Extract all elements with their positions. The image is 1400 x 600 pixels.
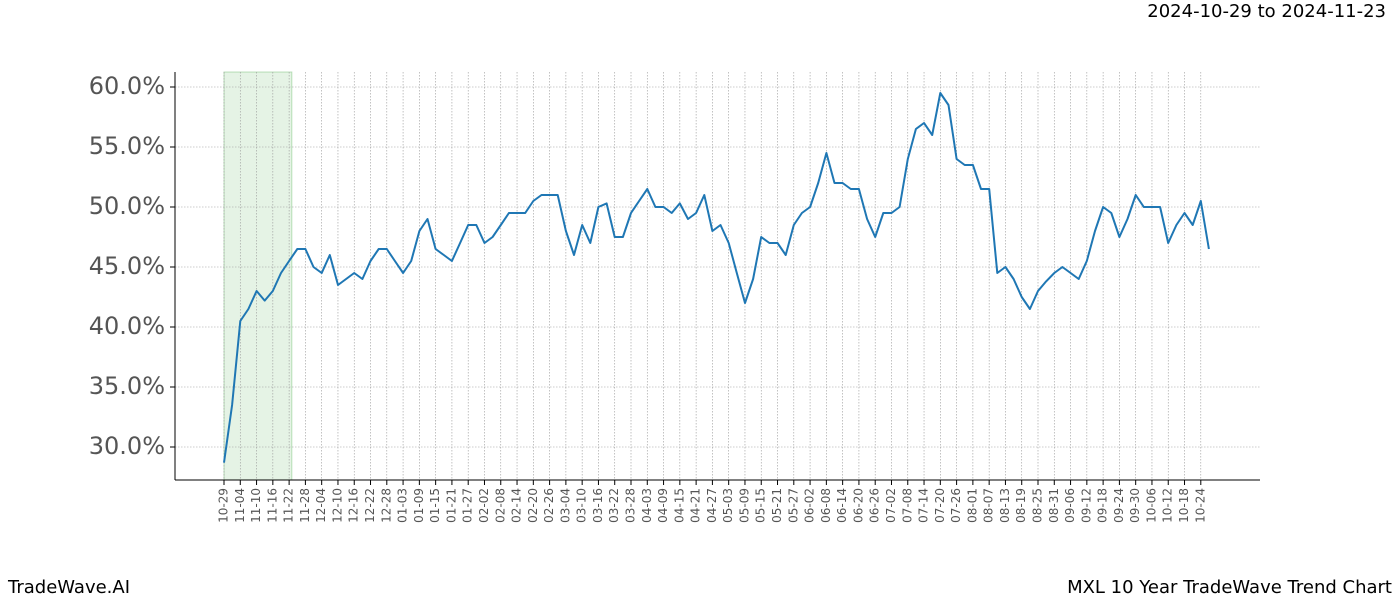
x-tick-label: 09-18 (1096, 488, 1110, 523)
x-tick-label: 06-20 (851, 488, 865, 523)
x-tick-label: 05-03 (721, 488, 735, 523)
y-tick-label: 30.0% (89, 432, 165, 460)
y-tick-label: 55.0% (89, 132, 165, 160)
highlight-span (223, 71, 293, 481)
x-tick-label: 04-21 (689, 488, 703, 523)
x-tick-label: 10-12 (1161, 488, 1175, 523)
x-tick-label: 10-29 (217, 488, 231, 523)
x-tick-label: 08-31 (1047, 488, 1061, 523)
x-tick-label: 02-26 (542, 488, 556, 523)
x-tick-label: 12-04 (314, 488, 328, 523)
x-tick-label: 07-20 (933, 488, 947, 523)
x-tick-label: 02-02 (477, 488, 491, 523)
x-tick-label: 03-10 (575, 488, 589, 523)
x-tick-label: 09-24 (1112, 488, 1126, 523)
footer-right: MXL 10 Year TradeWave Trend Chart (1067, 577, 1392, 598)
x-tick-label: 09-30 (1128, 488, 1142, 523)
x-tick-label: 07-08 (900, 488, 914, 523)
x-tick-label: 01-09 (412, 488, 426, 523)
chart-subtitle: 2024-10-29 to 2024-11-23 (1147, 1, 1386, 22)
x-tick-label: 07-02 (884, 488, 898, 523)
x-tick-label: 11-10 (249, 488, 263, 523)
x-tick-label: 02-08 (493, 488, 507, 523)
y-tick-label: 45.0% (89, 252, 165, 280)
y-tick-label: 60.0% (89, 72, 165, 100)
x-tick-label: 10-18 (1177, 488, 1191, 523)
x-tick-label: 08-07 (982, 488, 996, 523)
x-tick-label: 05-27 (786, 488, 800, 523)
x-tick-label: 09-12 (1079, 488, 1093, 523)
x-tick-label: 03-28 (624, 488, 638, 523)
x-tick-label: 11-28 (298, 488, 312, 523)
footer-left: TradeWave.AI (7, 577, 130, 598)
x-tick-label: 08-25 (1031, 488, 1045, 523)
x-tick-label: 05-09 (737, 488, 751, 523)
x-tick-label: 01-27 (461, 488, 475, 523)
x-tick-label: 08-19 (1014, 488, 1028, 523)
x-tick-label: 07-26 (949, 488, 963, 523)
x-tick-label: 10-06 (1144, 488, 1158, 523)
x-tick-label: 03-16 (591, 488, 605, 523)
x-tick-label: 11-16 (265, 488, 279, 523)
trend-line (223, 92, 1210, 463)
x-tick-label: 12-22 (363, 488, 377, 523)
x-tick-label: 04-09 (656, 488, 670, 523)
x-tick-label: 12-16 (347, 488, 361, 523)
x-tick-label: 01-21 (444, 488, 458, 523)
y-tick-label: 50.0% (89, 192, 165, 220)
y-tick-label: 40.0% (89, 312, 165, 340)
y-tick-label: 35.0% (89, 372, 165, 400)
x-tick-label: 06-08 (819, 488, 833, 523)
x-tick-label: 09-06 (1063, 488, 1077, 523)
x-tick-label: 10-24 (1193, 488, 1207, 523)
x-tick-label: 06-14 (835, 488, 849, 523)
x-tick-label: 01-15 (428, 488, 442, 523)
x-tick-label: 08-01 (965, 488, 979, 523)
x-tick-label: 06-02 (803, 488, 817, 523)
x-tick-label: 02-14 (510, 488, 524, 523)
x-tick-label: 11-22 (282, 488, 296, 523)
x-tick-label: 03-04 (558, 488, 572, 523)
x-tick-label: 02-20 (526, 488, 540, 523)
x-tick-label: 07-14 (917, 488, 931, 523)
x-tick-label: 04-27 (705, 488, 719, 523)
x-tick-label: 01-03 (396, 488, 410, 523)
x-tick-label: 12-10 (330, 488, 344, 523)
x-tick-label: 05-21 (770, 488, 784, 523)
x-tick-label: 04-03 (640, 488, 654, 523)
x-tick-label: 12-28 (379, 488, 393, 523)
x-tick-label: 04-15 (672, 488, 686, 523)
x-tick-label: 06-26 (868, 488, 882, 523)
x-tick-label: 05-15 (754, 488, 768, 523)
x-tick-label: 08-13 (998, 488, 1012, 523)
x-tick-label: 03-22 (607, 488, 621, 523)
x-tick-label: 11-04 (233, 488, 247, 523)
